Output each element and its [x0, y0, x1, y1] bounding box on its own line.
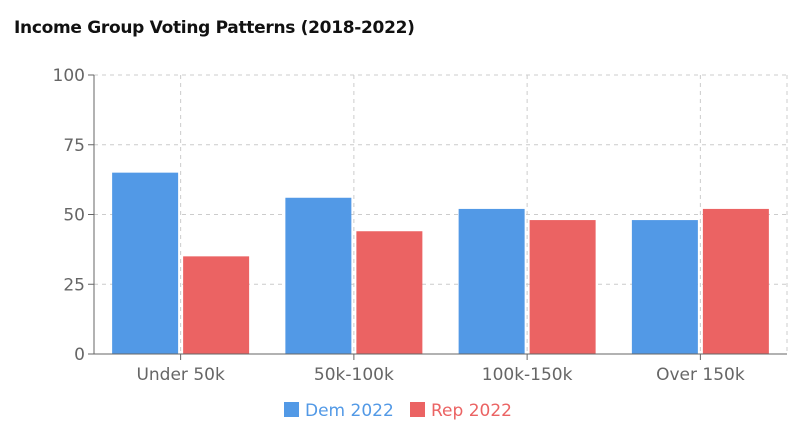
- x-tick-label: Over 150k: [656, 365, 745, 385]
- bar-rep-2022: [529, 220, 596, 354]
- y-tick-label: 50: [63, 206, 85, 226]
- bar-dem-2022: [112, 172, 179, 354]
- legend-item-dem-2022[interactable]: Dem 2022: [284, 401, 394, 421]
- y-axis-ticks: 0 25 50 75 100: [53, 66, 94, 365]
- bar-rep-2022: [702, 208, 769, 354]
- legend-swatch: [410, 402, 425, 417]
- legend-label: Rep 2022: [431, 401, 512, 421]
- legend-swatch: [284, 402, 299, 417]
- bar-dem-2022: [631, 220, 698, 354]
- bar-dem-2022: [285, 197, 352, 354]
- x-tick-label: 50k-100k: [314, 365, 394, 385]
- x-tick-label: Under 50k: [136, 365, 224, 385]
- bars: [112, 172, 769, 354]
- y-tick-label: 25: [63, 275, 85, 295]
- legend[interactable]: Dem 2022 Rep 2022: [284, 401, 512, 421]
- y-tick-label: 100: [53, 66, 85, 86]
- bar-rep-2022: [183, 256, 250, 354]
- y-tick-label: 75: [63, 136, 85, 156]
- legend-item-rep-2022[interactable]: Rep 2022: [410, 401, 512, 421]
- y-tick-label: 0: [74, 345, 85, 365]
- x-axis-ticks: Under 50k 50k-100k 100k-150k Over 150k: [136, 354, 745, 385]
- chart-title: Income Group Voting Patterns (2018-2022): [14, 18, 415, 38]
- legend-label: Dem 2022: [305, 401, 394, 421]
- bar-rep-2022: [356, 231, 423, 354]
- x-tick-label: 100k-150k: [482, 365, 573, 385]
- bar-dem-2022: [458, 208, 525, 354]
